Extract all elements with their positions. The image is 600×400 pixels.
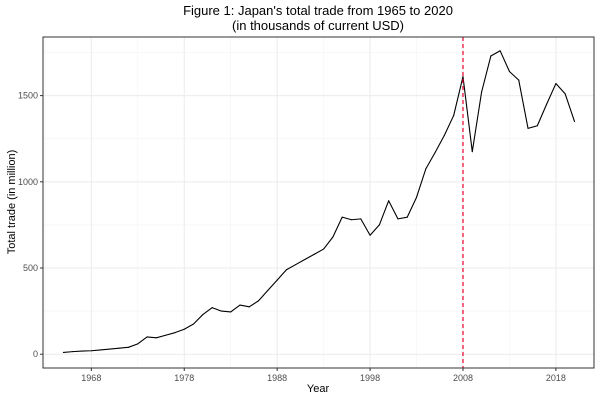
data-point xyxy=(192,323,195,325)
y-tick-label: 500 xyxy=(23,263,38,273)
data-point xyxy=(555,83,557,85)
data-point xyxy=(109,348,111,350)
data-point xyxy=(313,253,315,255)
data-point xyxy=(248,306,250,308)
data-point xyxy=(258,300,260,302)
data-point xyxy=(62,351,64,354)
data-point xyxy=(573,120,576,123)
data-point xyxy=(174,332,176,334)
data-point xyxy=(146,336,148,338)
major-gridlines xyxy=(43,37,594,368)
data-point xyxy=(415,196,418,198)
data-point xyxy=(155,337,157,339)
data-point xyxy=(471,151,473,153)
data-point xyxy=(453,114,455,116)
data-point xyxy=(546,103,548,105)
data-point xyxy=(490,55,492,57)
chart-title: Figure 1: Japan's total trade from 1965 … xyxy=(183,3,453,18)
data-point xyxy=(90,350,92,352)
data-point xyxy=(434,151,436,154)
data-point xyxy=(397,218,399,220)
x-tick-label: 1988 xyxy=(267,373,287,383)
data-point xyxy=(378,224,380,226)
data-point xyxy=(462,76,464,78)
data-point xyxy=(360,218,362,220)
data-point xyxy=(481,91,483,93)
data-point xyxy=(137,343,139,345)
x-tick-label: 1998 xyxy=(360,373,380,383)
data-point xyxy=(81,350,83,352)
data-point xyxy=(220,310,222,312)
data-point xyxy=(72,351,74,353)
data-point xyxy=(127,346,130,348)
y-tick-label: 1000 xyxy=(18,177,38,187)
plot-border xyxy=(42,36,595,369)
data-point xyxy=(508,70,511,73)
data-point xyxy=(425,168,427,170)
data-point xyxy=(536,125,538,127)
data-point xyxy=(295,264,297,266)
data-point xyxy=(267,289,269,291)
x-tick-label: 2008 xyxy=(453,373,473,383)
data-point xyxy=(118,347,120,349)
x-axis-title: Year xyxy=(307,383,330,395)
data-point xyxy=(100,349,102,351)
x-tick-label: 1968 xyxy=(81,373,101,383)
data-point xyxy=(165,334,167,336)
x-axis: 1968 1978 1988 1998 2008 2018 xyxy=(81,368,566,383)
minor-gridlines xyxy=(43,37,594,368)
x-tick-label: 2018 xyxy=(546,373,566,383)
data-point xyxy=(276,279,278,281)
data-point xyxy=(518,79,520,81)
y-axis: 0 500 1000 1500 xyxy=(18,91,43,359)
y-tick-label: 1500 xyxy=(18,91,38,101)
data-point xyxy=(443,134,445,136)
data-point xyxy=(388,200,390,202)
data-point xyxy=(350,219,353,221)
data-point xyxy=(323,248,325,250)
data-point xyxy=(406,216,408,218)
data-point xyxy=(202,314,204,316)
y-axis-title: Total trade (in million) xyxy=(6,150,18,255)
data-point xyxy=(369,234,371,236)
data-point xyxy=(211,307,213,309)
data-point xyxy=(564,93,566,95)
x-tick-label: 1978 xyxy=(174,373,194,383)
plot-area xyxy=(43,37,594,368)
data-point xyxy=(527,127,529,129)
data-point xyxy=(183,328,185,330)
data-point xyxy=(285,269,287,271)
data-point xyxy=(230,311,232,313)
data-point xyxy=(341,216,343,218)
y-tick-label: 0 xyxy=(33,349,38,359)
data-point xyxy=(332,236,334,238)
chart-subtitle: (in thousands of current USD) xyxy=(232,18,404,33)
data-point xyxy=(304,258,306,260)
series-line-0 xyxy=(63,50,576,354)
series-layer xyxy=(62,50,576,354)
data-point xyxy=(499,50,501,52)
data-point xyxy=(239,304,241,306)
